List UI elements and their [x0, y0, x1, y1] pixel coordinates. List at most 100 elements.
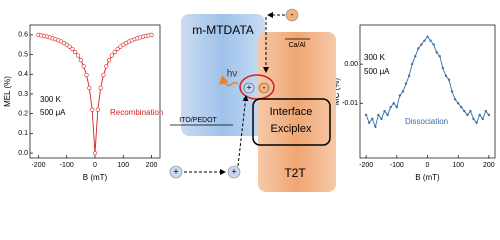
hole-sign: +	[231, 166, 236, 176]
data-point	[395, 105, 399, 109]
data-point	[64, 42, 69, 47]
data-point	[107, 58, 112, 63]
annotation: 500 μA	[40, 108, 66, 117]
x-tick-label: -100	[390, 162, 404, 169]
x-axis-label: B (mT)	[83, 173, 108, 182]
annotation: 300 K	[40, 95, 62, 104]
annotation: Recombination	[110, 108, 163, 117]
data-point	[67, 44, 72, 49]
data-point	[438, 55, 441, 58]
y-tick-label: 0.3	[18, 91, 28, 98]
cathode-label: Ca/Al	[288, 42, 306, 49]
data-point	[70, 46, 75, 52]
data-point	[401, 90, 405, 93]
hole-sign: +	[246, 82, 251, 92]
data-point	[98, 85, 103, 91]
data-point	[73, 49, 78, 55]
data-point	[389, 105, 392, 109]
data-point	[90, 107, 95, 112]
data-point	[386, 113, 389, 117]
hole	[243, 82, 255, 94]
donor-label: m-MTDATA	[192, 23, 254, 37]
x-axis-label: B (mT)	[415, 173, 440, 182]
exciplex-box	[252, 98, 331, 146]
data-point	[149, 32, 154, 37]
data-point	[453, 98, 457, 101]
y-tick-label: -0.01	[342, 100, 358, 107]
data-point	[484, 109, 487, 113]
data-point	[84, 72, 89, 78]
data-point	[112, 49, 117, 55]
data-point	[368, 121, 371, 124]
data-point	[407, 74, 411, 78]
data-point	[487, 113, 491, 117]
data-point	[109, 53, 115, 58]
diagram: m-MTDATA T2T hν + - Interface Exciplex I…	[169, 8, 336, 192]
data-line	[365, 36, 490, 129]
data-point	[426, 35, 429, 38]
data-point	[92, 150, 98, 156]
annotation: Dissociation	[405, 117, 448, 126]
data-point	[456, 102, 460, 105]
data-point	[466, 113, 469, 117]
y-tick-label: 0.2	[18, 111, 28, 118]
hole	[227, 165, 241, 179]
acceptor-label: T2T	[284, 166, 306, 180]
electron	[258, 82, 270, 94]
plot-frame	[29, 24, 161, 159]
annotation: 500 μA	[364, 67, 390, 76]
y-tick-label: 0.00	[344, 61, 358, 68]
data-point	[383, 109, 386, 113]
y-tick-label: 0.5	[18, 51, 28, 58]
data-point	[377, 113, 380, 117]
data-point	[423, 39, 426, 42]
hole-sign: +	[173, 166, 178, 176]
x-tick-label: 100	[452, 162, 464, 169]
electron-sign: -	[263, 82, 266, 92]
x-tick-label: 100	[117, 162, 129, 169]
data-point	[104, 64, 109, 69]
acceptor-layer	[258, 32, 336, 192]
data-point	[469, 109, 472, 113]
data-point	[432, 43, 435, 46]
data-point	[414, 55, 417, 58]
x-tick-label: 0	[93, 162, 97, 169]
data-point	[435, 51, 438, 54]
x-tick-label: -100	[60, 162, 74, 169]
data-point	[81, 64, 86, 69]
data-point	[371, 117, 374, 121]
x-tick-label: -200	[31, 162, 45, 169]
data-point	[478, 113, 481, 117]
data-point	[475, 121, 478, 124]
exciplex-label: Exciplex	[271, 123, 312, 135]
data-point	[95, 107, 100, 112]
data-point	[380, 117, 383, 121]
electron	[285, 8, 299, 22]
annotation: 300 K	[364, 53, 386, 62]
electron-sign: -	[291, 9, 294, 19]
data-point	[392, 102, 395, 105]
x-tick-label: 0	[426, 162, 430, 169]
data-point	[404, 82, 408, 85]
data-point	[115, 46, 120, 52]
data-point	[87, 85, 92, 91]
data-point	[420, 43, 423, 46]
hole-path	[237, 95, 249, 167]
data-point	[374, 125, 377, 128]
exciplex-label: Interface	[270, 106, 313, 118]
x-tick-label: 200	[146, 162, 158, 169]
data-point	[481, 117, 484, 121]
x-tick-label: 200	[483, 162, 495, 169]
plot-frame	[359, 24, 496, 159]
x-tick-label: -200	[359, 162, 373, 169]
data-point	[441, 66, 445, 70]
data-point	[78, 58, 83, 63]
data-point	[118, 44, 123, 49]
data-point	[463, 109, 466, 113]
data-point	[447, 78, 451, 81]
data-point	[429, 39, 432, 42]
hole	[169, 165, 183, 179]
data-point	[444, 74, 448, 78]
